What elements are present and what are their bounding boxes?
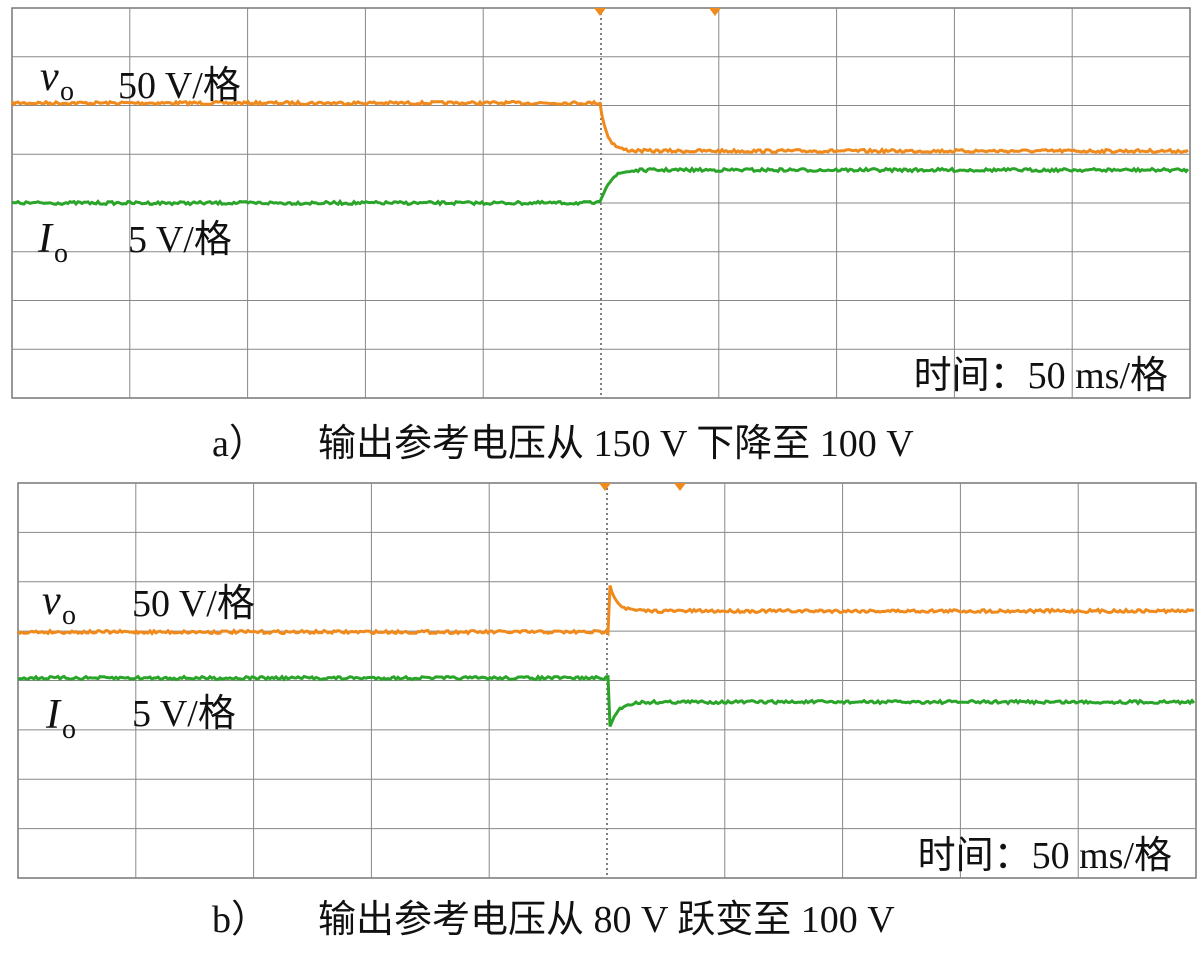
waveform	[16, 585, 1195, 637]
trace-scale: 5 V/格	[128, 219, 232, 261]
trigger-marker	[594, 8, 606, 16]
trace-symbol: I	[45, 692, 62, 738]
trace-symbol: v	[42, 578, 61, 624]
trigger-marker	[709, 8, 721, 16]
trace-subscript: o	[62, 600, 76, 631]
trace-subscript: o	[54, 238, 68, 269]
trace-subscript: o	[62, 714, 76, 745]
waveform	[17, 674, 1196, 727]
caption: 输出参考电压从 80 V 跃变至 100 V	[318, 899, 895, 941]
caption-label: a）	[212, 423, 267, 465]
time-scale: 时间：50 ms/格	[914, 355, 1168, 397]
trace-scale: 50 V/格	[118, 65, 241, 107]
time-scale: 时间：50 ms/格	[918, 835, 1172, 877]
caption-label: b）	[212, 899, 269, 941]
trace-subscript: o	[60, 76, 74, 107]
trigger-marker	[599, 483, 611, 491]
waveform	[11, 166, 1190, 207]
trigger-marker	[674, 483, 686, 491]
trace-symbol: v	[40, 54, 59, 100]
trace-symbol: I	[37, 216, 54, 262]
trace-scale: 50 V/格	[132, 583, 255, 625]
waveform	[10, 99, 1189, 156]
caption: 输出参考电压从 150 V 下降至 100 V	[318, 423, 914, 465]
traces	[10, 99, 1196, 727]
trace-scale: 5 V/格	[132, 693, 236, 735]
